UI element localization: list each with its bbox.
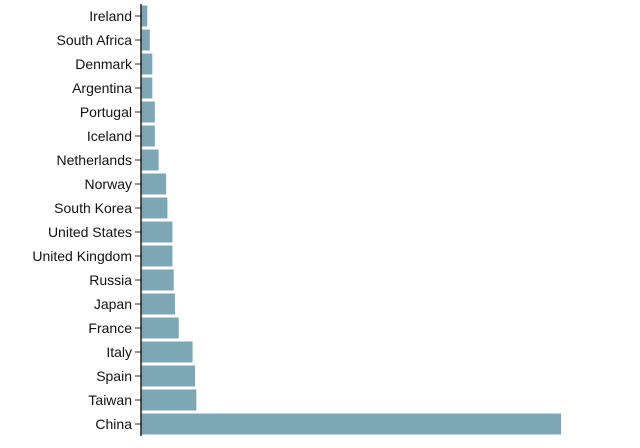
bar-iceland (141, 125, 155, 147)
bars-layer (141, 5, 561, 435)
labels-layer: Ireland South Africa Denmark Argentina Portu… (32, 8, 133, 432)
bar-united-states (141, 221, 173, 243)
bar-south-korea (141, 197, 168, 219)
y-tick-label: Netherlands (57, 152, 133, 168)
y-tick-label: Russia (89, 272, 132, 288)
y-tick-label: Ireland (89, 8, 132, 24)
bar-united-kingdom (141, 245, 173, 267)
y-tick-label: United States (48, 224, 132, 240)
bar-spain (141, 365, 196, 387)
bar-china (141, 413, 561, 435)
y-tick-label: Portugal (80, 104, 132, 120)
y-tick-label: France (88, 320, 132, 336)
y-tick-label: South Africa (57, 32, 133, 48)
y-tick-label: Taiwan (88, 392, 132, 408)
y-tick-label: Italy (106, 344, 132, 360)
bar-argentina (141, 77, 153, 99)
y-tick-label: Argentina (72, 80, 132, 96)
bar-portugal (141, 101, 155, 123)
bar-france (141, 317, 179, 339)
bar-italy (141, 341, 193, 363)
y-tick-label: Japan (94, 296, 132, 312)
bar-japan (141, 293, 175, 315)
y-tick-label: Norway (85, 176, 132, 192)
ticks-layer (135, 15, 141, 425)
bar-south-africa (141, 29, 150, 51)
y-tick-label: South Korea (54, 200, 132, 216)
y-tick-label: Iceland (87, 128, 132, 144)
y-tick-label: China (95, 416, 132, 432)
y-tick-label: Spain (96, 368, 132, 384)
y-tick-label: Denmark (75, 56, 133, 72)
y-tick-label: United Kingdom (32, 248, 132, 264)
bar-denmark (141, 53, 153, 75)
bar-netherlands (141, 149, 159, 171)
bar-taiwan (141, 389, 197, 411)
bar-norway (141, 173, 167, 195)
bar-russia (141, 269, 174, 291)
bar-ireland (141, 5, 148, 27)
